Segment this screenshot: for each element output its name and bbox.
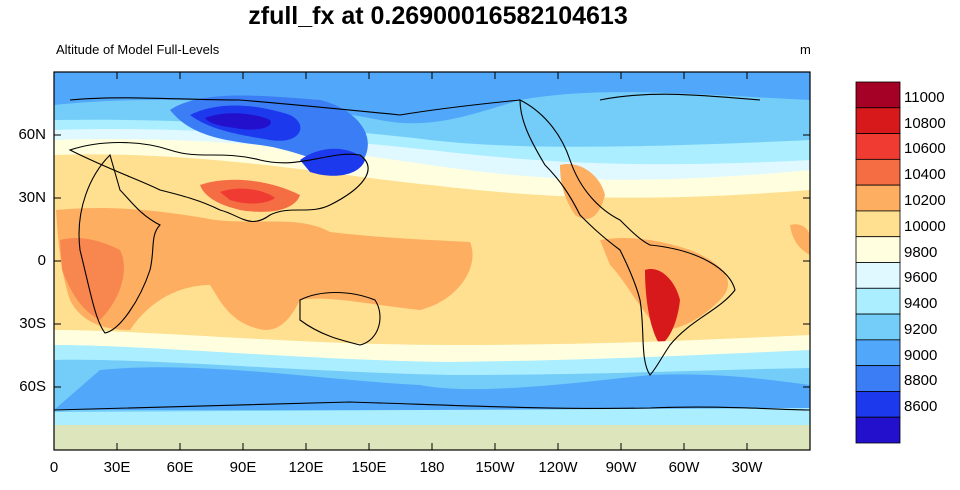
y-tick-label: 30N — [18, 189, 46, 206]
colorbar-box — [855, 339, 901, 367]
colorbar-label: 11000 — [904, 88, 945, 106]
field-band-8600-japan — [300, 148, 365, 176]
y-tick-label: 60S — [19, 378, 46, 395]
x-tick-label: 30E — [103, 459, 131, 476]
x-tick-label: 150W — [475, 459, 515, 476]
y-ticks — [54, 134, 810, 388]
colorbar — [855, 81, 901, 444]
field-band-9000-north — [54, 72, 810, 124]
colorbar-box — [855, 262, 901, 289]
x-ticks — [53, 72, 748, 450]
colorbar-box — [855, 133, 901, 160]
coast-americas — [519, 99, 736, 376]
colorbar-box — [855, 210, 901, 238]
colorbar-box — [855, 81, 901, 109]
colorbar-box — [855, 416, 901, 444]
colorbar-box — [855, 313, 901, 341]
x-tick-label: 30W — [731, 459, 763, 476]
colorbar-label: 10800 — [904, 114, 946, 132]
x-tick-label: 180 — [419, 459, 445, 476]
units-label: m — [800, 42, 811, 57]
coast-eurasia-south — [68, 142, 369, 222]
field-band-10200-mexico — [560, 164, 605, 219]
y-tick-label: 30S — [19, 315, 46, 332]
colorbar-label: 10000 — [904, 217, 946, 235]
field-band-10200-tropics — [56, 208, 473, 330]
colorbar-label: 10200 — [904, 191, 946, 209]
x-tick-label: 150E — [351, 459, 387, 476]
colorbar-label: 10400 — [904, 166, 946, 184]
coast-africa — [78, 153, 161, 334]
colorbar-box — [855, 287, 901, 315]
colorbar-box — [855, 184, 901, 212]
colorbar-label: 9000 — [904, 346, 938, 364]
colorbar-box — [855, 107, 901, 134]
colorbar-box — [855, 391, 901, 418]
plot-title: zfull_fx at 0.26900016582104613 — [248, 2, 628, 30]
coastlines — [54, 93, 810, 411]
field-band-10600-tibet — [220, 188, 275, 204]
field-band-9000-south — [54, 367, 810, 410]
colorbar-label: 10600 — [904, 140, 946, 158]
coast-canada-arctic — [599, 93, 761, 101]
field-band-min-siberia — [205, 113, 271, 130]
colorbar-label: 9600 — [904, 269, 938, 287]
colorbar-label: 9400 — [904, 295, 938, 313]
x-tick-label: 60W — [668, 459, 700, 476]
colorbar-label: 8600 — [904, 398, 938, 416]
colorbar-box — [855, 236, 901, 263]
field-band-10800-andes — [645, 269, 680, 345]
x-tick-label: 90E — [229, 459, 257, 476]
colorbar-label: 9200 — [904, 320, 938, 338]
coast-eurasia-north — [69, 97, 521, 116]
coast-antarctica — [54, 401, 810, 411]
colorbar-box — [855, 365, 901, 392]
field-band-10200-africa-west — [790, 224, 810, 255]
x-tick-label: 120E — [288, 459, 324, 476]
x-tick-label: 120W — [538, 459, 578, 476]
x-tick-label: 90W — [605, 459, 637, 476]
left-subtitle: Altitude of Model Full-Levels — [56, 42, 220, 57]
coast-australia — [299, 292, 381, 346]
colorbar-box — [855, 158, 901, 186]
x-tick-label: 0 — [49, 459, 59, 476]
colorbar-label: 9800 — [904, 243, 938, 261]
map-field — [54, 72, 810, 450]
colorbar-label: 8800 — [904, 372, 938, 390]
x-tick-label: 60E — [166, 459, 194, 476]
y-tick-label: 0 — [37, 252, 46, 269]
y-tick-label: 60N — [18, 126, 46, 143]
field-band-10400-africa — [60, 238, 124, 320]
